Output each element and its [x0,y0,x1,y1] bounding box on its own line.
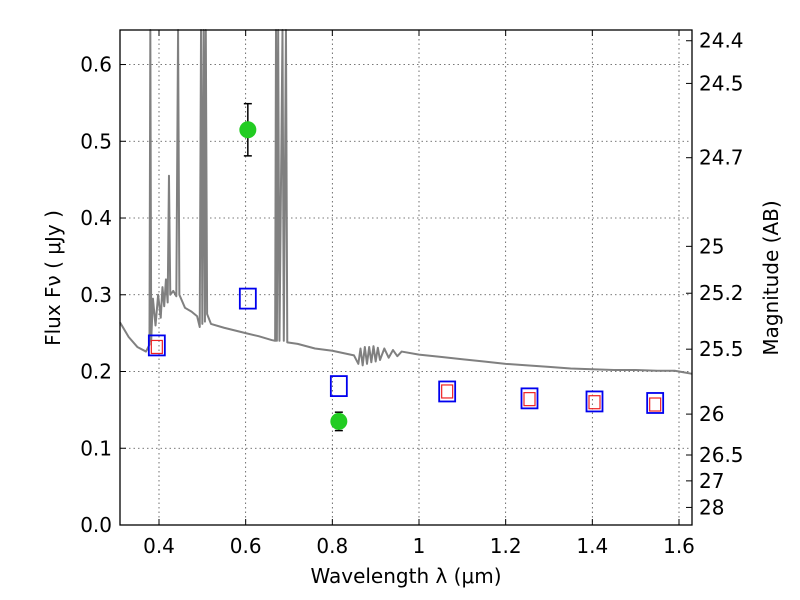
magnitude-tick-label: 27 [699,469,724,493]
y-tick-label: 0.0 [80,513,112,537]
synthetic-point [588,395,601,410]
x-tick-label: 0.6 [230,534,262,558]
magnitude-tick-label: 28 [699,495,724,519]
magnitude-tick-label: 25 [699,234,724,258]
x-tick-label: 1.4 [576,534,608,558]
x-tick-label: 1 [413,534,426,558]
y-tick-label: 0.3 [80,283,112,307]
y-tick-label: 0.5 [80,129,112,153]
magnitude-tick-label: 25.5 [699,337,744,361]
y-axis-left: 0.0 0.1 0.2 0.3 0.4 0.5 0.6 [80,53,126,537]
x-tick-label: 1.6 [663,534,695,558]
synthetic-point [523,392,536,407]
spectrum-line [119,29,693,375]
x-tick-label: 1.2 [490,534,522,558]
model-point [646,392,665,414]
y-axis-title: Flux Fν ( μJy ) [41,210,65,346]
magnitude-tick-label: 26.5 [699,443,744,467]
model-point [520,387,539,410]
model-point [238,287,257,310]
magnitude-tick-label: 26 [699,402,724,426]
magnitude-tick-label: 24.4 [699,29,744,53]
observed-point [330,412,348,430]
x-tick-label: 0.4 [143,534,175,558]
y-axis-right-title: Magnitude (AB) [759,200,783,355]
model-point [438,380,457,403]
x-tick-label: 0.8 [316,534,348,558]
synthetic-point [150,339,163,355]
y-tick-label: 0.4 [80,206,112,230]
plot-frame [119,29,693,526]
magnitude-tick-label: 25.2 [699,281,744,305]
magnitude-tick-label: 24.7 [699,146,744,170]
synthetic-point [649,397,662,412]
spectrum-layer [119,29,693,375]
magnitude-tick-label: 24.5 [699,71,744,95]
observed-point [239,121,257,139]
x-axis-title: Wavelength λ (μm) [310,564,501,588]
y-tick-label: 0.1 [80,436,112,460]
model-point [329,375,348,397]
plot-background [120,30,692,525]
y-tick-label: 0.6 [80,53,112,77]
grid [120,30,692,526]
model-point [585,390,604,413]
model-point [147,334,166,357]
synthetic-point [441,384,454,399]
y-tick-label: 0.2 [80,360,112,384]
x-axis: 0.4 0.6 0.8 1 1.2 1.4 1.6 [143,30,695,558]
markers-layer [147,102,665,432]
